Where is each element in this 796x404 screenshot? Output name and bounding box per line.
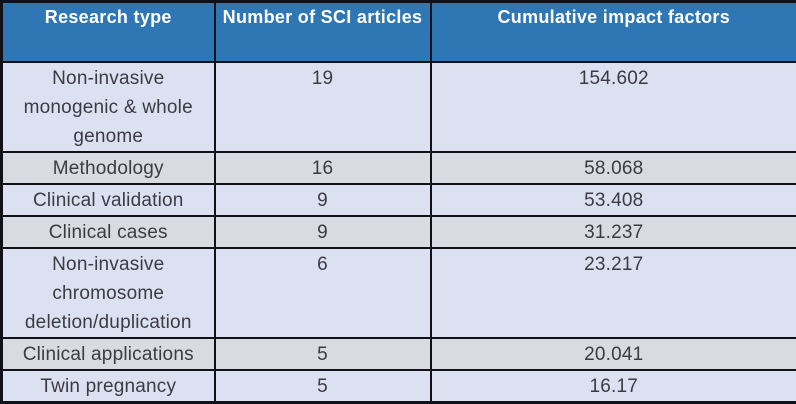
cell-cumulative-impact: 53.408 (431, 184, 796, 216)
header-row: Research type Number of SCI articles Cum… (2, 2, 796, 62)
column-header-cumulative-impact: Cumulative impact factors (431, 2, 796, 62)
cell-sci-articles: 9 (215, 184, 431, 216)
table-row: Clinical validation 9 53.408 (2, 184, 796, 216)
table-row: Non-invasive chromosome deletion/duplica… (2, 248, 796, 338)
cell-sci-articles: 19 (215, 62, 431, 152)
cell-cumulative-impact: 23.217 (431, 248, 796, 338)
cell-sci-articles: 6 (215, 248, 431, 338)
cell-cumulative-impact: 31.237 (431, 216, 796, 248)
table-body: Non-invasive monogenic & whole genome 19… (2, 62, 796, 403)
cell-sci-articles: 5 (215, 338, 431, 370)
column-header-sci-articles: Number of SCI articles (215, 2, 431, 62)
table-row: Clinical applications 5 20.041 (2, 338, 796, 370)
cell-sci-articles: 5 (215, 370, 431, 403)
cell-research-type: Non-invasive monogenic & whole genome (2, 62, 215, 152)
table-row: Methodology 16 58.068 (2, 152, 796, 184)
cell-research-type: Clinical cases (2, 216, 215, 248)
cell-sci-articles: 16 (215, 152, 431, 184)
cell-research-type: Clinical applications (2, 338, 215, 370)
cell-cumulative-impact: 20.041 (431, 338, 796, 370)
cell-research-type: Non-invasive chromosome deletion/duplica… (2, 248, 215, 338)
cell-research-type: Twin pregnancy (2, 370, 215, 403)
cell-research-type: Methodology (2, 152, 215, 184)
cell-research-type: Clinical validation (2, 184, 215, 216)
table-row: Non-invasive monogenic & whole genome 19… (2, 62, 796, 152)
table-header: Research type Number of SCI articles Cum… (2, 2, 796, 62)
cell-sci-articles: 9 (215, 216, 431, 248)
cell-cumulative-impact: 154.602 (431, 62, 796, 152)
column-header-research-type: Research type (2, 2, 215, 62)
table-row: Clinical cases 9 31.237 (2, 216, 796, 248)
table-row: Twin pregnancy 5 16.17 (2, 370, 796, 403)
cell-cumulative-impact: 16.17 (431, 370, 796, 403)
cell-cumulative-impact: 58.068 (431, 152, 796, 184)
